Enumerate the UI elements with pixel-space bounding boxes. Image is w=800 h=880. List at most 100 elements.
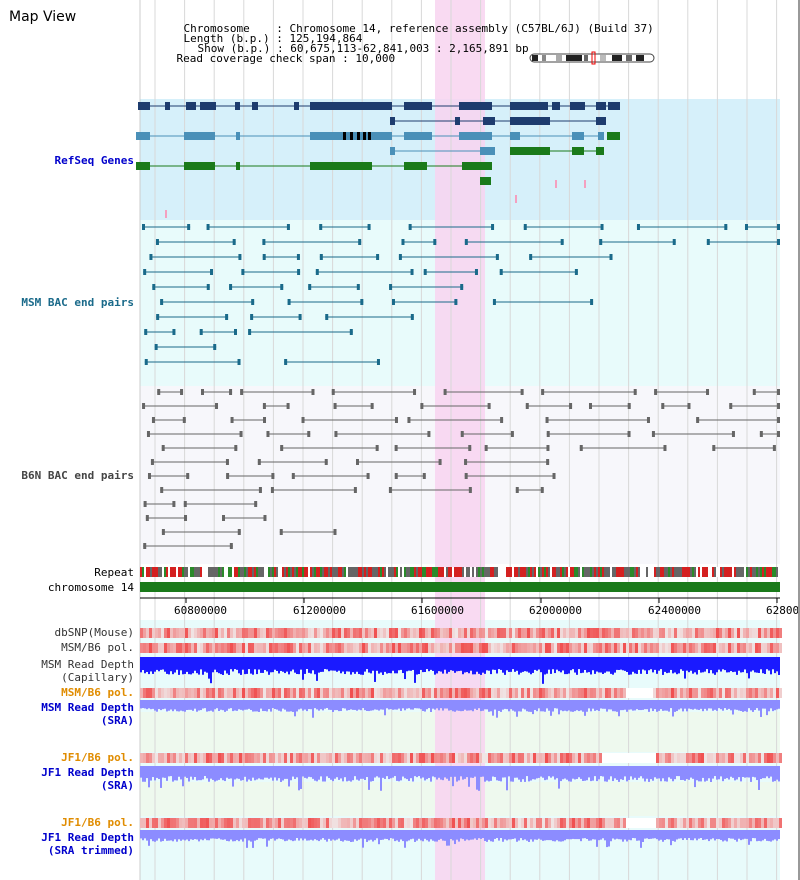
jf1-b6-pol-cell <box>515 753 518 763</box>
jf1-b6-pol-cell <box>536 753 539 763</box>
jf1-b6-pol-2-cell <box>545 818 548 828</box>
jf1-depth-sra-bar <box>262 766 264 780</box>
repeat-block <box>284 567 286 577</box>
jf1-b6-pol-cell <box>197 753 200 763</box>
msm-b6-pol-cell <box>752 643 755 653</box>
jf1-depth-trimmed-bar <box>666 830 668 840</box>
jf1-b6-pol-cell <box>428 753 431 763</box>
msm-depth-capillary-bar <box>694 657 696 673</box>
jf1-depth-trimmed-bar <box>404 830 406 848</box>
jf1-b6-pol-2-cell <box>563 818 566 828</box>
jf1-depth-trimmed-bar <box>542 830 544 841</box>
msm-depth-capillary-bar <box>278 657 280 674</box>
jf1-depth-sra-bar <box>284 766 286 779</box>
msm-depth-capillary-bar <box>658 657 660 671</box>
jf1-depth-sra-bar <box>282 766 284 781</box>
jf1-depth-trimmed-bar <box>400 830 402 840</box>
track-label-b6n-bac[interactable]: B6N BAC end pairs <box>21 469 134 482</box>
dbsnp-cell <box>500 628 503 638</box>
msm-b6-pol-2-cell <box>488 688 491 698</box>
msm-depth-sra-bar <box>534 700 536 710</box>
msm-b6-pol-cell <box>497 643 500 653</box>
msm-depth-sra-bar <box>240 700 242 710</box>
dbsnp-cell <box>374 628 377 638</box>
jf1-b6-pol-2-cell <box>746 818 749 828</box>
repeat-block <box>278 567 280 577</box>
jf1-b6-pol-2-cell <box>731 818 734 828</box>
jf1-depth-sra-bar <box>778 766 780 782</box>
msm-depth-sra-bar <box>758 700 760 711</box>
repeat-block <box>236 567 238 577</box>
msm-b6-pol-2-cell <box>698 688 701 698</box>
jf1-depth-sra-bar <box>670 766 672 779</box>
repeat-block <box>758 567 760 577</box>
jf1-b6-pol-cell <box>278 753 281 763</box>
jf1-b6-pol-cell <box>578 753 581 763</box>
msm-b6-pol-2-cell <box>695 688 698 698</box>
repeat-block <box>668 567 670 577</box>
msm-b6-pol-2-cell <box>455 688 458 698</box>
jf1-b6-pol-2-cell <box>311 818 314 828</box>
msm-b6-pol-2-cell <box>527 688 530 698</box>
jf1-b6-pol-cell <box>416 753 419 763</box>
msm-b6-pol-2-cell <box>305 688 308 698</box>
msm-depth-capillary-bar <box>538 657 540 670</box>
jf1-b6-pol-cell <box>188 753 191 763</box>
msm-b6-pol-cell <box>431 643 434 653</box>
msm-depth-sra-bar <box>150 700 152 710</box>
repeat-block <box>600 567 602 577</box>
msm-b6-pol-cell <box>599 643 602 653</box>
msm-b6-pol-cell <box>659 643 662 653</box>
repeat-block <box>290 567 292 577</box>
msm-depth-sra-bar <box>280 700 282 712</box>
repeat-block <box>292 567 294 577</box>
msm-b6-pol-2-cell <box>293 688 296 698</box>
jf1-depth-trimmed-bar <box>550 830 552 841</box>
b6n-bac-end <box>663 445 667 451</box>
jf1-depth-sra-bar <box>484 766 486 782</box>
jf1-depth-sra-bar <box>416 766 418 778</box>
msm-b6-pol-2-cell <box>707 688 710 698</box>
jf1-b6-pol-cell <box>758 753 761 763</box>
msm-b6-pol-2-cell <box>149 688 152 698</box>
jf1-depth-sra-bar <box>400 766 402 781</box>
msm-b6-pol-cell <box>779 643 782 653</box>
jf1-b6-pol-cell <box>191 753 194 763</box>
repeat-block <box>410 567 412 577</box>
repeat-block <box>142 567 144 577</box>
jf1-b6-pol-cell <box>521 753 524 763</box>
msm-depth-capillary-bar <box>738 657 740 671</box>
msm-b6-pol-2-cell <box>686 688 689 698</box>
jf1-depth-sra-bar <box>384 766 386 779</box>
jf1-b6-pol-2-cell <box>485 818 488 828</box>
jf1-depth-sra-bar <box>572 766 574 779</box>
jf1-b6-pol-cell <box>719 753 722 763</box>
msm-depth-capillary-bar <box>412 657 414 670</box>
jf1-b6-pol-cell <box>392 753 395 763</box>
jf1-depth-trimmed-bar <box>744 830 746 839</box>
msm-b6-pol-2-cell <box>725 688 728 698</box>
repeat-block <box>448 567 450 577</box>
msm-b6-pol-2-cell <box>380 688 383 698</box>
track-label-msm-bac[interactable]: MSM BAC end pairs <box>21 296 134 309</box>
dbsnp-cell <box>719 628 722 638</box>
jf1-depth-trimmed-bar <box>532 830 534 842</box>
jf1-depth-sra-bar <box>600 766 602 777</box>
chromosome-ideogram[interactable] <box>528 51 656 65</box>
jf1-depth-sra-bar <box>770 766 772 777</box>
jf1-depth-trimmed-bar <box>652 830 654 839</box>
jf1-b6-pol-cell <box>728 753 731 763</box>
b6n-bac-end <box>258 487 262 493</box>
dbsnp-cell <box>362 628 365 638</box>
msm-depth-capillary-bar <box>150 657 152 672</box>
track-label-refseq[interactable]: RefSeq Genes <box>54 154 134 167</box>
repeat-block <box>742 567 744 577</box>
repeat-block <box>746 567 748 577</box>
msm-depth-sra-bar <box>614 700 616 712</box>
jf1-depth-sra-bar <box>466 766 468 778</box>
msm-bac-end <box>433 239 437 245</box>
repeat-block <box>494 567 496 577</box>
jf1-b6-pol-cell <box>704 753 707 763</box>
